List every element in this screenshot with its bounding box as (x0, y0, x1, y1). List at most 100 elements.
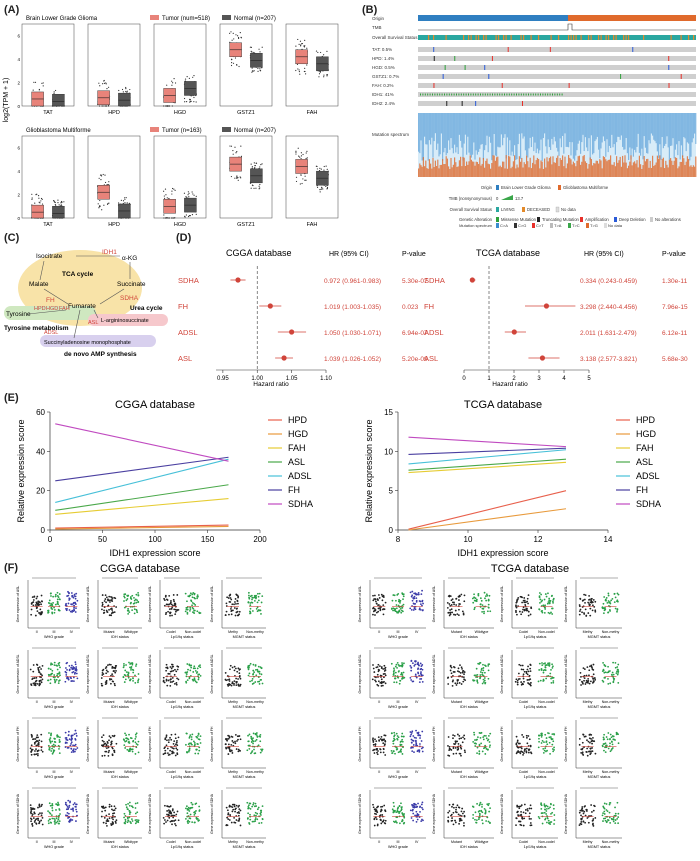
scatter-point (545, 677, 548, 680)
data-point (193, 75, 195, 77)
spectrum-bar (677, 113, 679, 156)
alteration-mark (549, 47, 551, 52)
legend-tmb-label: TMB (nonsynonymous) (449, 196, 493, 201)
data-point (318, 73, 321, 75)
scatter-point (484, 664, 486, 667)
spectrum-bar (480, 113, 482, 145)
scatter-point (584, 608, 587, 611)
spectrum-bar (496, 157, 498, 177)
scatter-point (58, 593, 61, 595)
data-point (168, 217, 170, 219)
scatter-point (171, 614, 173, 617)
spectrum-bar (540, 113, 542, 140)
scatter-point (175, 824, 177, 827)
scatter-point (57, 662, 60, 665)
hr-value: 1.039 (1.026-1.052) (324, 356, 381, 363)
category-label: Methy (228, 630, 238, 634)
scatter-point (421, 806, 423, 809)
scatter-point (401, 818, 404, 821)
scatter-point (258, 822, 261, 825)
spectrum-bar (624, 113, 626, 150)
scatter-point (476, 752, 478, 755)
scatter-point (409, 607, 412, 610)
scatter-point (162, 676, 165, 679)
spectrum-bar (686, 113, 688, 143)
category-label: II (36, 840, 38, 844)
boxplot-frame (219, 23, 273, 107)
spectrum-bar (462, 156, 464, 177)
alteration-mark (507, 47, 509, 52)
scatter-point (57, 816, 60, 819)
scatter-point (191, 678, 194, 681)
scatter-point (137, 601, 140, 604)
scatter-point (551, 743, 554, 746)
scatter-point (112, 818, 114, 821)
scatter-point (384, 666, 387, 669)
scatter-point (590, 598, 593, 600)
scatter-point (371, 678, 374, 681)
scatter-point (68, 591, 70, 594)
scatter-point (417, 661, 419, 664)
scatter-point (35, 602, 38, 605)
scatter-point (137, 594, 140, 596)
scatter-point (36, 734, 39, 737)
scatter-point (378, 739, 381, 742)
category-label: Non-codel (185, 630, 202, 634)
spectrum-bar (695, 156, 697, 177)
scatter-point (171, 606, 174, 609)
scatter-point (462, 676, 465, 679)
alteration-mark (528, 93, 529, 96)
spectrum-bar (553, 162, 555, 177)
scatter-point (487, 735, 490, 737)
spectrum-bar (566, 163, 568, 177)
spectrum-bar (616, 113, 618, 143)
data-point (124, 198, 126, 200)
scatter-point (111, 609, 114, 611)
scatter-point (169, 670, 172, 673)
scatter-point (136, 599, 139, 602)
spectrum-bar (617, 113, 619, 137)
node-urea-cycle: Urea cycle (130, 305, 163, 312)
data-point (167, 105, 170, 107)
scatter-point (174, 605, 177, 608)
scatter-point (165, 663, 168, 666)
spectrum-bar (520, 161, 522, 177)
scatter-point (553, 746, 555, 749)
scatter-point (251, 683, 254, 685)
spectrum-bar (690, 113, 692, 157)
scatter-point (530, 607, 533, 610)
spectrum-bar (682, 155, 684, 177)
scatter-point (124, 740, 127, 743)
scatter-point (471, 597, 474, 600)
spectrum-bar (594, 113, 596, 142)
scatter-point (32, 670, 35, 673)
spectrum-bar (551, 113, 553, 139)
spectrum-bar (527, 113, 529, 158)
data-point (186, 196, 188, 198)
spectrum-bar (439, 164, 441, 177)
scatter-point (169, 681, 172, 683)
scatter-xlabel: 1p/19q status (171, 845, 194, 849)
scatter-point (487, 738, 490, 741)
scatter-point (256, 736, 259, 738)
scatter-point (377, 805, 379, 808)
scatter-point (34, 738, 37, 740)
scatter-point (76, 599, 79, 602)
scatter-point (40, 681, 43, 684)
scatter-point (123, 681, 126, 683)
scatter-point (374, 743, 377, 745)
scatter-point (108, 735, 111, 738)
scatter-point (605, 744, 608, 747)
alteration-mark (668, 65, 670, 70)
spectrum-bar (598, 113, 600, 150)
scatter-point (65, 738, 68, 741)
scatter-point (585, 679, 588, 682)
scatter-point (188, 594, 191, 597)
scatter-point (199, 674, 202, 677)
data-point (163, 190, 165, 192)
spectrum-bar (556, 113, 558, 148)
scatter-point (71, 611, 73, 613)
scatter-point (542, 669, 545, 672)
data-point (190, 100, 192, 102)
scatter-point (137, 740, 140, 743)
